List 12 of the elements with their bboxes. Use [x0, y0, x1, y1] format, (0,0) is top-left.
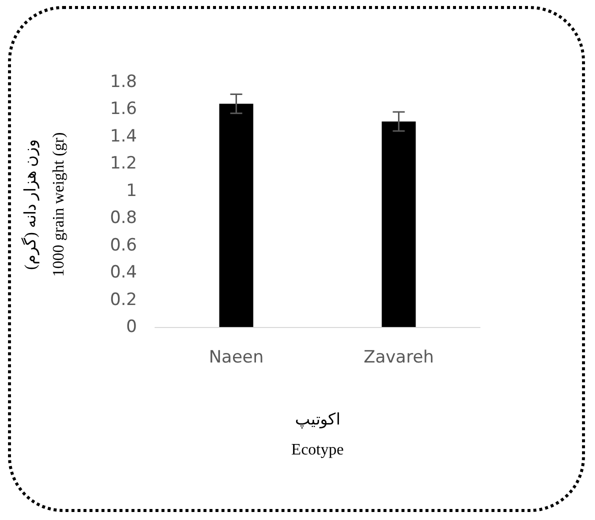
y-tick-label: 0 — [126, 317, 137, 337]
y-tick-label: 1.8 — [110, 72, 137, 92]
y-tick-label: 0.6 — [110, 235, 137, 256]
y-tick-label: 0.8 — [110, 208, 137, 228]
y-tick-label: 1.4 — [110, 126, 137, 146]
y-tick-label: 0.2 — [110, 290, 137, 310]
y-tick-label: 1.6 — [110, 99, 137, 120]
y-tick-label: 1.2 — [110, 154, 137, 174]
y-tick-label: 1 — [126, 180, 137, 201]
x-tick-label: Zavareh — [364, 348, 434, 368]
y-tick-label: 0.4 — [110, 262, 137, 283]
x-tick-label: Naeen — [208, 348, 264, 368]
